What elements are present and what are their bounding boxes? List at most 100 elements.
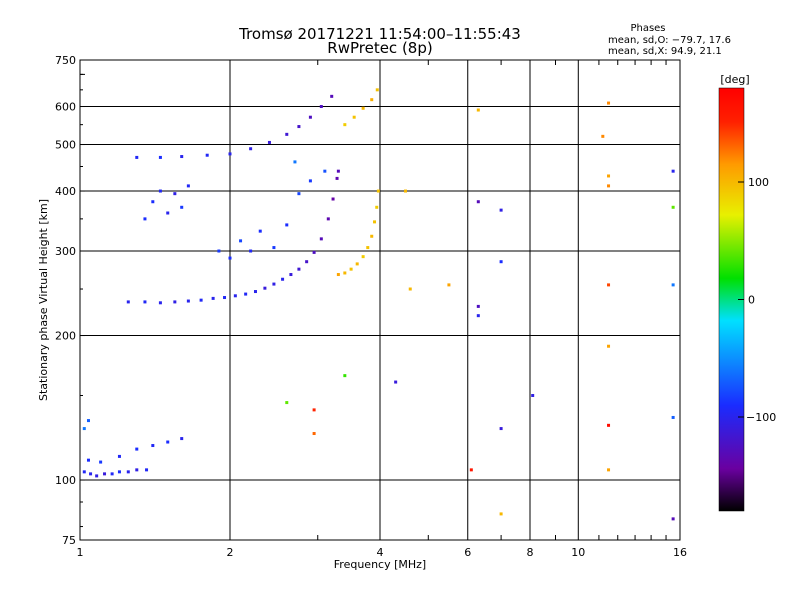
echo-point (285, 223, 289, 227)
echo-point (308, 115, 312, 119)
echo-point (103, 472, 107, 476)
echo-point (336, 169, 340, 173)
echo-point (126, 470, 130, 474)
echo-point (285, 132, 289, 136)
echo-point (408, 287, 412, 291)
echo-point (151, 444, 155, 448)
echo-point (330, 94, 334, 98)
echo-point (186, 299, 190, 303)
y-tick-label: 600 (55, 101, 76, 114)
echo-point (343, 271, 347, 275)
echo-point (352, 115, 356, 119)
echo-point (211, 296, 215, 300)
echo-point (671, 415, 675, 419)
echo-point (239, 239, 243, 243)
echo-point (117, 470, 121, 474)
echo-point (308, 179, 312, 183)
echo-point (89, 472, 93, 476)
echo-point (376, 189, 380, 193)
colorbar-label: [deg] (720, 73, 749, 86)
echo-point (151, 200, 155, 204)
echo-point (117, 454, 121, 458)
echo-point (285, 401, 289, 405)
echo-point (326, 217, 330, 221)
y-tick-label: 400 (55, 185, 76, 198)
y-axis-label: Stationary phase Virtual Height [km] (37, 199, 50, 401)
echo-point (199, 298, 203, 302)
echo-point (166, 440, 170, 444)
echo-point (671, 169, 675, 173)
echo-point (499, 260, 503, 264)
echo-point (158, 301, 162, 305)
echo-point (173, 192, 177, 196)
echo-point (499, 208, 503, 212)
x-tick-label: 1 (77, 546, 84, 559)
echo-point (253, 290, 257, 294)
x-tick-label: 6 (464, 546, 471, 559)
echo-point (607, 101, 611, 105)
y-tick-label: 300 (55, 245, 76, 258)
echo-point (601, 134, 605, 138)
echo-point (361, 106, 365, 110)
x-tick-label: 16 (673, 546, 687, 559)
echo-point (476, 200, 480, 204)
echo-point (671, 205, 675, 209)
echo-point (370, 98, 374, 102)
echo-point (249, 249, 253, 253)
echo-point (158, 155, 162, 159)
echo-point (135, 447, 139, 451)
colorbar-tick-label: −100 (746, 411, 776, 424)
echo-point (228, 256, 232, 260)
echo-point (223, 296, 227, 300)
axis-ticks: 1 2 4 6 8 10 16 75 100 200 300 400 500 600 750 (55, 54, 687, 559)
y-tick-label: 75 (62, 534, 76, 547)
echo-point (607, 344, 611, 348)
x-axis-label: Frequency [MHz] (334, 558, 426, 571)
echo-point (607, 468, 611, 472)
echo-point (293, 160, 297, 164)
echo-point (366, 246, 370, 250)
echo-point (135, 468, 139, 472)
plot-frame (79, 59, 681, 541)
echo-point (312, 250, 316, 254)
echo-point (267, 140, 271, 144)
echo-point (180, 437, 184, 441)
echo-point (145, 468, 149, 472)
echo-point (319, 105, 323, 109)
echo-point (375, 88, 379, 92)
echo-point (166, 211, 170, 215)
echo-point (135, 155, 139, 159)
echo-point (335, 176, 339, 180)
echo-point (343, 374, 347, 378)
y-tick-label: 500 (55, 139, 76, 152)
echo-point (180, 155, 184, 159)
echo-point (394, 380, 398, 384)
y-tick-label: 200 (55, 330, 76, 343)
echo-point (249, 147, 253, 151)
grid-lines (80, 60, 680, 540)
echo-point (180, 205, 184, 209)
echo-point (375, 205, 379, 209)
echo-point (158, 189, 162, 193)
echo-point (373, 220, 377, 224)
echo-point (233, 294, 237, 298)
colorbar-tick-label: 0 (748, 294, 755, 307)
echo-point (258, 229, 262, 233)
echo-point (476, 314, 480, 318)
echo-point (370, 234, 374, 238)
echo-point (312, 432, 316, 436)
echo-point (349, 267, 353, 271)
echo-point (82, 427, 86, 431)
echo-point (86, 419, 90, 423)
echo-point (607, 184, 611, 188)
echo-point (263, 286, 267, 290)
echo-point (476, 304, 480, 308)
echo-point (343, 123, 347, 127)
echo-point (403, 189, 407, 193)
phase-stats-x: mean, sd,X: 94.9, 21.1 (608, 46, 722, 57)
echo-point (186, 184, 190, 188)
echo-point (305, 260, 309, 264)
echo-point (244, 292, 248, 296)
echo-point (671, 517, 675, 521)
